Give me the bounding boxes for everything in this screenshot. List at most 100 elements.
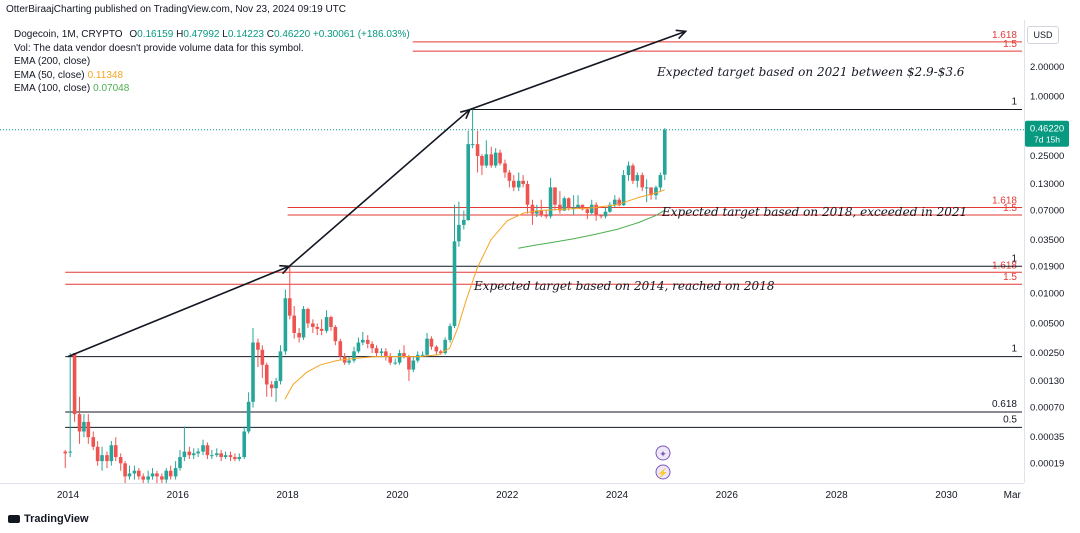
candle-body[interactable] [640,175,645,188]
candle-body[interactable] [603,211,608,217]
indicator-ema100[interactable]: EMA (100, close) 0.07048 [14,82,410,96]
candle-body[interactable] [123,463,127,477]
candle-body[interactable] [475,144,480,156]
candle-body[interactable] [484,154,489,166]
candle-body[interactable] [283,298,288,352]
candle-body[interactable] [150,473,155,477]
candle-body[interactable] [599,214,603,217]
candle-body[interactable] [516,180,521,188]
candle-body[interactable] [210,455,214,457]
candle-body[interactable] [352,351,356,361]
candle-body[interactable] [631,165,635,181]
currency-button[interactable]: USD [1027,26,1059,44]
candle-body[interactable] [168,470,173,477]
candle-body[interactable] [621,175,626,206]
candle-body[interactable] [480,155,484,166]
candle-body[interactable] [274,381,278,389]
candle-body[interactable] [379,351,384,354]
candle-body[interactable] [361,339,365,343]
candle-body[interactable] [82,421,86,432]
candle-body[interactable] [287,298,292,316]
candle-body[interactable] [219,453,223,458]
candle-body[interactable] [654,187,658,196]
candle-body[interactable] [338,341,343,357]
candle-body[interactable] [72,353,77,415]
symbol-row[interactable]: Dogecoin, 1M, CRYPTO O0.16159 H0.47992 L… [14,28,410,42]
candle-body[interactable] [370,343,374,349]
candle-body[interactable] [105,455,109,462]
lightning-icon[interactable] [655,464,671,480]
candle-body[interactable] [95,446,100,462]
candle-body[interactable] [201,445,205,452]
candle-body[interactable] [118,457,123,464]
candle-body[interactable] [594,204,598,215]
candle-body[interactable] [503,163,507,173]
candle-body[interactable] [178,457,182,469]
candle-body[interactable] [127,473,132,477]
candle-body[interactable] [260,349,265,365]
candle-body[interactable] [100,455,104,462]
candle-body[interactable] [662,129,667,175]
candle-body[interactable] [182,451,187,458]
candle-body[interactable] [544,214,548,217]
candle-body[interactable] [333,326,338,342]
candle-body[interactable] [311,323,315,327]
sparkle-icon[interactable] [655,445,671,461]
candle-body[interactable] [113,445,118,458]
candle-body[interactable] [448,326,452,340]
candle-body[interactable] [278,351,283,382]
candle-body[interactable] [558,204,562,211]
candle-body[interactable] [223,455,228,458]
candle-body[interactable] [470,144,475,146]
candle-body[interactable] [374,348,379,354]
candle-body[interactable] [86,421,91,438]
candle-body[interactable] [585,209,590,213]
candle-body[interactable] [562,198,567,211]
candle-body[interactable] [187,451,192,456]
candle-body[interactable] [233,457,237,460]
candle-body[interactable] [498,152,502,164]
candle-body[interactable] [68,451,72,453]
candle-body[interactable] [525,183,530,205]
candle-body[interactable] [264,364,269,385]
candle-body[interactable] [493,152,498,166]
candle-body[interactable] [539,210,544,215]
indicator-ema200[interactable]: EMA (200, close) [14,55,410,69]
candle-body[interactable] [397,353,402,363]
candle-body[interactable] [617,199,621,206]
candle-body[interactable] [415,354,420,361]
candle-body[interactable] [535,210,539,214]
candle-body[interactable] [356,342,361,352]
trend-arrow[interactable] [288,108,471,267]
candle-body[interactable] [141,476,146,480]
candle-body[interactable] [160,476,164,480]
candle-body[interactable] [411,360,416,370]
candle-body[interactable] [608,204,612,212]
candle-body[interactable] [393,362,398,364]
candle-body[interactable] [507,172,512,181]
candle-body[interactable] [319,328,324,331]
candle-body[interactable] [155,473,159,477]
tradingview-logo[interactable]: TradingView [8,513,89,525]
candle-body[interactable] [566,198,571,208]
candle-body[interactable] [443,339,447,354]
candle-body[interactable] [635,175,640,181]
candle-body[interactable] [137,470,141,477]
candle-body[interactable] [429,338,434,347]
candle-body[interactable] [329,317,333,327]
candle-body[interactable] [530,204,535,214]
candle-body[interactable] [521,180,525,184]
candle-body[interactable] [242,431,247,458]
candle-body[interactable] [626,165,631,176]
price-axis[interactable] [1024,20,1080,483]
candle-body[interactable] [292,315,296,333]
candle-body[interactable] [214,453,219,456]
candle-body[interactable] [77,414,82,432]
candle-body[interactable] [589,204,594,213]
candle-body[interactable] [649,187,653,196]
candle-body[interactable] [347,360,351,363]
trend-arrow[interactable] [67,265,290,358]
candle-body[interactable] [457,224,461,242]
candle-body[interactable] [434,346,439,352]
candle-body[interactable] [402,353,406,357]
